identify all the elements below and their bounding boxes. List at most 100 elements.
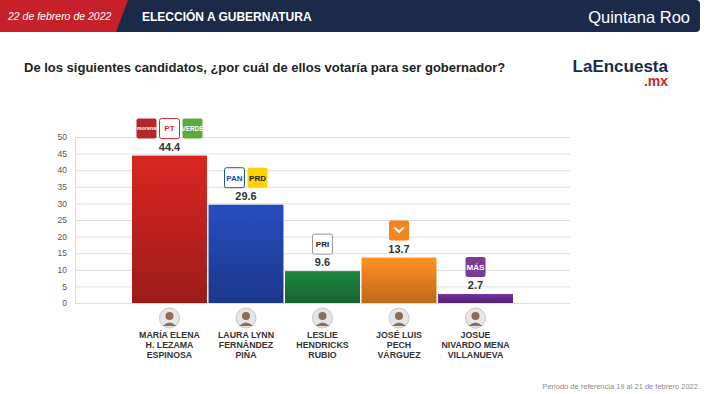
y-tick-label: 25 bbox=[58, 215, 68, 225]
x-tick-label-line: RUBIO bbox=[308, 350, 337, 360]
party-icon bbox=[389, 221, 409, 241]
photo-head bbox=[395, 312, 403, 320]
bar bbox=[285, 271, 360, 303]
party-logo-text: VERDE bbox=[181, 125, 204, 132]
x-tick-label-line: LESLIE bbox=[307, 330, 338, 340]
photo-frame bbox=[466, 308, 486, 328]
y-tick-label: 35 bbox=[58, 182, 68, 192]
x-tick-label-line: JOSUE bbox=[461, 330, 491, 340]
x-tick-label-line: PIÑA bbox=[235, 350, 257, 360]
party-logo: PT bbox=[159, 119, 179, 139]
brand-suffix: .mx bbox=[644, 73, 668, 89]
photo-body bbox=[239, 323, 253, 327]
party-logo-text: PRD bbox=[249, 174, 266, 183]
y-axis: 05101520253035404550 bbox=[58, 132, 570, 308]
party-logo: VERDE bbox=[181, 119, 204, 139]
y-tick: 50 bbox=[58, 132, 570, 142]
header-date: 22 de febrero de 2022 bbox=[7, 10, 111, 22]
y-tick-label: 10 bbox=[58, 265, 68, 275]
party-logo-text: PT bbox=[164, 124, 174, 133]
party-logo-box bbox=[247, 168, 267, 188]
party-logos: morena PT VERDE PAN PRD PRI MÁS bbox=[136, 119, 485, 277]
x-tick-label-line: VÁRGUEZ bbox=[377, 350, 421, 360]
title: De los siguientes candidatos, ¿por cuál … bbox=[24, 60, 505, 75]
photo-head bbox=[472, 312, 480, 320]
y-tick-label: 15 bbox=[58, 248, 68, 258]
x-tick-label: LESLIEHENDRICKSRUBIO bbox=[296, 330, 348, 360]
x-tick-label-line: NIVARDO MENA bbox=[441, 340, 510, 350]
x-tick-label-line: ESPINOSA bbox=[147, 350, 193, 360]
party-logo-box bbox=[466, 257, 486, 277]
x-tick-label: JOSUENIVARDO MENAVILLANUEVA bbox=[441, 330, 510, 360]
data-label: 9.6 bbox=[315, 256, 330, 268]
bars bbox=[132, 156, 513, 303]
y-tick-label: 0 bbox=[62, 298, 67, 308]
party-logo-text: PAN bbox=[226, 174, 243, 183]
data-label: 44.4 bbox=[159, 141, 181, 153]
candidate-photo bbox=[159, 308, 179, 328]
y-tick-label: 30 bbox=[58, 199, 68, 209]
photo-body bbox=[469, 323, 483, 327]
photo-frame bbox=[313, 308, 333, 328]
party-logo-box bbox=[159, 119, 179, 139]
photo-head bbox=[319, 312, 327, 320]
party-logo-box bbox=[136, 119, 156, 139]
bar bbox=[209, 205, 284, 303]
photo-head bbox=[242, 312, 250, 320]
photo-frame bbox=[236, 308, 256, 328]
grid-line bbox=[75, 303, 570, 304]
party-logo: PRI bbox=[313, 234, 333, 254]
photo-body bbox=[162, 323, 176, 327]
x-tick-label-line: VILLANUEVA bbox=[448, 350, 504, 360]
photo-head bbox=[165, 312, 173, 320]
bar bbox=[438, 294, 513, 303]
x-tick-label-line: H. LEZAMA bbox=[146, 340, 195, 350]
photo-frame bbox=[159, 308, 179, 328]
candidate-photo bbox=[236, 308, 256, 328]
photo-body bbox=[316, 323, 330, 327]
x-tick: JOSUENIVARDO MENAVILLANUEVA bbox=[441, 330, 510, 360]
bar bbox=[362, 258, 437, 303]
footnote: Periodo de referencia 19 al 21 de febrer… bbox=[542, 382, 700, 391]
chart: 22 de febrero de 2022 ELECCIÓN A GUBERNAT… bbox=[0, 0, 718, 394]
x-tick: LAURA LYNNFERNÁNDEZPIÑA bbox=[218, 330, 274, 360]
candidate-photo bbox=[313, 308, 333, 328]
y-tick-label: 20 bbox=[58, 232, 68, 242]
party-logo: PAN bbox=[224, 168, 244, 188]
party-icon-box bbox=[389, 221, 409, 241]
candidate-photo bbox=[389, 308, 409, 328]
x-tick-label-line: JOSÉ LUIS bbox=[376, 330, 422, 340]
x-tick: MARÍA ELENAH. LEZAMAESPINOSA bbox=[139, 330, 200, 360]
x-tick-label: JOSÉ LUISPECHVÁRGUEZ bbox=[376, 330, 422, 360]
y-tick-label: 50 bbox=[58, 132, 68, 142]
x-tick-label-line: HENDRICKS bbox=[296, 340, 348, 350]
party-logo-text: MÁS bbox=[467, 263, 485, 272]
header-region: Quintana Roo bbox=[588, 8, 690, 26]
y-tick-label: 5 bbox=[62, 282, 67, 292]
party-logo-box bbox=[313, 234, 333, 254]
x-tick-label-line: PECH bbox=[387, 340, 411, 350]
x-tick-label-line: LAURA LYNN bbox=[218, 330, 274, 340]
candidate-photo bbox=[466, 308, 486, 328]
photo-frame bbox=[389, 308, 409, 328]
party-logo-text: morena bbox=[137, 125, 156, 131]
x-tick-label-line: FERNÁNDEZ bbox=[219, 340, 274, 350]
party-icon-shape bbox=[393, 228, 405, 234]
date-badge bbox=[0, 0, 128, 32]
data-label: 2.7 bbox=[468, 279, 483, 291]
x-tick: LESLIEHENDRICKSRUBIO bbox=[296, 330, 348, 360]
party-logo: morena bbox=[136, 119, 156, 139]
party-logo: PRD bbox=[247, 168, 267, 188]
party-logo-box bbox=[224, 168, 244, 188]
header-label: ELECCIÓN A GUBERNATURA bbox=[142, 9, 312, 24]
y-axis-line bbox=[76, 138, 571, 304]
header-band bbox=[0, 0, 700, 32]
grid-line bbox=[75, 154, 570, 155]
party-logo: MÁS bbox=[466, 257, 486, 277]
photo-body bbox=[392, 323, 406, 327]
data-label: 13.7 bbox=[388, 243, 409, 255]
candidate-photos bbox=[159, 308, 485, 328]
x-tick-label-line: MARÍA ELENA bbox=[139, 330, 200, 340]
bar bbox=[132, 156, 207, 303]
y-tick-label: 45 bbox=[58, 149, 68, 159]
